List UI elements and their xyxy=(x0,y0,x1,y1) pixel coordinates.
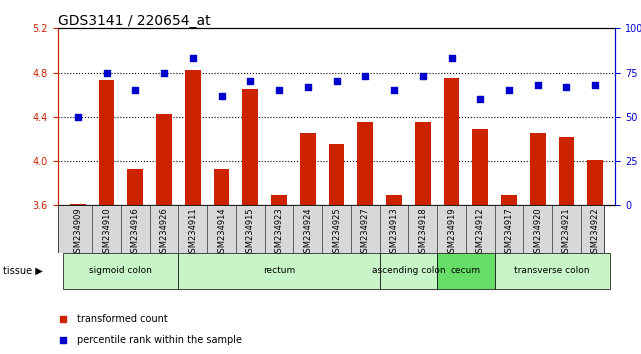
Text: GSM234917: GSM234917 xyxy=(504,208,513,258)
Bar xyxy=(300,133,315,205)
Text: GSM234923: GSM234923 xyxy=(274,208,283,258)
Bar xyxy=(444,78,460,205)
Bar xyxy=(472,129,488,205)
Bar xyxy=(213,169,229,205)
Point xyxy=(58,337,69,343)
Bar xyxy=(99,80,115,205)
Text: cecum: cecum xyxy=(451,266,481,275)
Bar xyxy=(70,204,86,205)
Point xyxy=(217,93,227,98)
Point xyxy=(101,70,112,75)
Text: ascending colon: ascending colon xyxy=(372,266,445,275)
Text: rectum: rectum xyxy=(263,266,295,275)
Point xyxy=(475,96,485,102)
Text: transverse colon: transverse colon xyxy=(514,266,590,275)
Point xyxy=(562,84,572,90)
Point xyxy=(159,70,169,75)
Text: GSM234915: GSM234915 xyxy=(246,208,254,258)
Point xyxy=(331,79,342,84)
Bar xyxy=(587,160,603,205)
Text: GSM234916: GSM234916 xyxy=(131,208,140,258)
Point xyxy=(58,316,69,321)
Bar xyxy=(242,89,258,205)
Bar xyxy=(530,133,545,205)
Point xyxy=(274,87,284,93)
Text: GSM234919: GSM234919 xyxy=(447,208,456,258)
Bar xyxy=(271,195,287,205)
Point xyxy=(590,82,601,88)
Point xyxy=(504,87,514,93)
Bar xyxy=(558,137,574,205)
Point xyxy=(303,84,313,90)
Bar xyxy=(329,144,344,205)
Text: GSM234922: GSM234922 xyxy=(591,208,600,258)
Text: GSM234925: GSM234925 xyxy=(332,208,341,258)
FancyBboxPatch shape xyxy=(437,253,495,289)
Point xyxy=(389,87,399,93)
Text: GSM234911: GSM234911 xyxy=(188,208,197,258)
Bar xyxy=(185,70,201,205)
Point xyxy=(418,73,428,79)
Bar xyxy=(501,195,517,205)
Text: GSM234924: GSM234924 xyxy=(303,208,312,258)
Bar xyxy=(156,114,172,205)
FancyBboxPatch shape xyxy=(495,253,610,289)
Point xyxy=(533,82,543,88)
Text: GSM234918: GSM234918 xyxy=(419,208,428,258)
Text: percentile rank within the sample: percentile rank within the sample xyxy=(77,335,242,345)
FancyBboxPatch shape xyxy=(178,253,379,289)
Text: GSM234909: GSM234909 xyxy=(73,208,82,258)
Text: sigmoid colon: sigmoid colon xyxy=(90,266,153,275)
Text: GSM234912: GSM234912 xyxy=(476,208,485,258)
Bar xyxy=(358,122,373,205)
Text: tissue ▶: tissue ▶ xyxy=(3,266,43,276)
Point xyxy=(130,87,140,93)
Point xyxy=(188,56,198,61)
Point xyxy=(72,114,83,120)
Bar xyxy=(386,195,402,205)
Bar xyxy=(128,169,143,205)
Text: GSM234914: GSM234914 xyxy=(217,208,226,258)
Point xyxy=(245,79,255,84)
FancyBboxPatch shape xyxy=(63,253,178,289)
Text: GSM234921: GSM234921 xyxy=(562,208,571,258)
Text: GSM234913: GSM234913 xyxy=(390,208,399,258)
Point xyxy=(446,56,456,61)
FancyBboxPatch shape xyxy=(379,253,437,289)
FancyBboxPatch shape xyxy=(58,205,604,253)
Point xyxy=(360,73,370,79)
Text: GSM234926: GSM234926 xyxy=(160,208,169,258)
Text: GSM234920: GSM234920 xyxy=(533,208,542,258)
Text: GSM234927: GSM234927 xyxy=(361,208,370,258)
Text: GSM234910: GSM234910 xyxy=(102,208,111,258)
Text: transformed count: transformed count xyxy=(77,314,168,324)
Bar xyxy=(415,122,431,205)
Text: GDS3141 / 220654_at: GDS3141 / 220654_at xyxy=(58,14,210,28)
